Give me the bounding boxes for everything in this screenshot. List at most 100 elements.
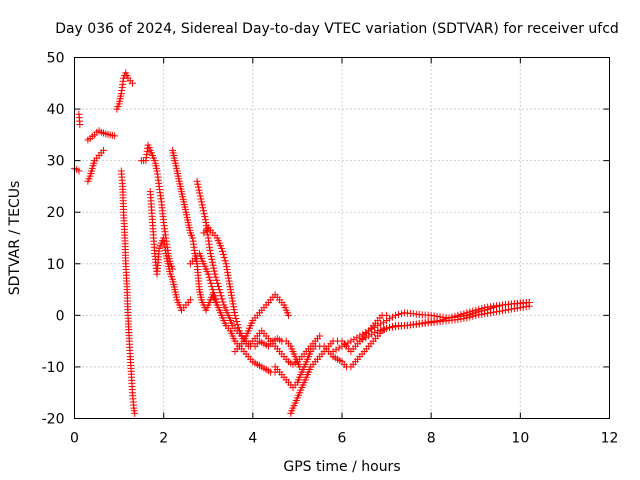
data-point	[232, 314, 240, 322]
data-point	[211, 270, 219, 278]
data-point	[220, 254, 228, 262]
data-point	[418, 319, 426, 327]
data-point	[208, 255, 216, 263]
y-tick-label: 0	[56, 308, 65, 324]
data-point	[368, 330, 376, 338]
data-point	[216, 289, 224, 297]
data-point	[392, 311, 399, 319]
data-point	[359, 335, 367, 343]
data-point	[409, 321, 417, 329]
data-point	[377, 320, 385, 328]
ticks-layer: 0 2 4 6 8 10 12 -20 -10 0 10 20 30 40 50	[42, 51, 619, 447]
data-point	[466, 308, 474, 316]
data-point	[397, 310, 405, 318]
data-point	[424, 318, 432, 326]
data-point	[209, 286, 217, 294]
data-point	[207, 279, 215, 287]
data-point	[374, 327, 382, 335]
data-point	[463, 309, 471, 317]
x-tick-label: 4	[248, 431, 257, 447]
data-point	[99, 146, 107, 154]
data-point	[205, 273, 213, 281]
data-point	[193, 177, 201, 185]
data-point	[350, 335, 358, 343]
data-point	[131, 409, 139, 417]
y-tick-label: 10	[47, 257, 65, 273]
data-point	[186, 296, 194, 304]
data-point	[197, 195, 205, 203]
data-point	[194, 180, 202, 188]
data-point	[198, 198, 206, 206]
y-tick-label: -10	[42, 360, 65, 376]
data-point	[386, 323, 394, 331]
data-point	[380, 318, 388, 326]
data-point	[353, 334, 361, 342]
data-point	[214, 279, 222, 287]
y-axis-label: SDTVAR / TECUs	[7, 181, 23, 296]
data-point	[442, 315, 450, 323]
data-point	[389, 323, 397, 331]
chart-title: Day 036 of 2024, Sidereal Day-to-day VTE…	[55, 21, 619, 37]
data-point	[472, 306, 480, 314]
data-point	[76, 121, 84, 129]
data-point	[235, 324, 243, 332]
data-point	[215, 282, 223, 290]
y-tick-label: 50	[47, 51, 65, 67]
data-point	[341, 341, 349, 349]
data-point	[335, 344, 343, 352]
data-point	[200, 210, 208, 218]
data-point	[221, 257, 229, 265]
data-point	[347, 337, 355, 345]
data-point	[210, 289, 218, 297]
data-point	[196, 189, 204, 197]
data-point	[356, 337, 364, 345]
plot-frame	[74, 57, 610, 419]
data-point	[377, 326, 385, 334]
data-point	[448, 313, 456, 321]
data-point	[201, 213, 209, 221]
data-point	[329, 347, 337, 355]
data-point	[199, 204, 207, 212]
data-point	[481, 304, 489, 312]
data-point	[445, 314, 453, 322]
data-point	[525, 298, 533, 306]
data-point	[454, 311, 462, 319]
data-point	[415, 320, 423, 328]
data-point	[194, 183, 202, 191]
x-tick-label: 2	[159, 431, 168, 447]
data-point	[210, 264, 218, 272]
data-point	[210, 267, 218, 275]
data-point	[128, 79, 136, 87]
data-point	[204, 270, 212, 278]
x-tick-label: 8	[427, 431, 436, 447]
data-point	[206, 276, 214, 284]
x-tick-label: 6	[338, 431, 347, 447]
data-point	[196, 192, 204, 200]
data-point	[207, 252, 215, 260]
x-tick-label: 12	[601, 431, 619, 447]
data-point	[383, 317, 391, 325]
data-point	[332, 346, 340, 354]
x-tick-label: 10	[511, 431, 529, 447]
data-point	[436, 317, 444, 325]
data-point	[421, 319, 429, 327]
data-point	[383, 324, 391, 332]
data-point	[316, 332, 324, 340]
data-point	[451, 312, 459, 320]
data-point	[233, 318, 241, 326]
data-point	[439, 316, 447, 324]
data-point	[386, 315, 394, 323]
data-point	[212, 273, 220, 281]
data-point	[365, 332, 373, 340]
points-layer	[71, 69, 533, 417]
data-point	[380, 325, 388, 333]
data-point	[198, 201, 206, 209]
data-point	[412, 320, 420, 328]
data-point	[362, 334, 370, 342]
data-point	[215, 286, 223, 294]
x-tick-label: 0	[70, 431, 79, 447]
data-point	[75, 167, 83, 175]
data-point	[475, 305, 483, 313]
data-point	[487, 303, 495, 311]
data-point	[427, 311, 435, 319]
